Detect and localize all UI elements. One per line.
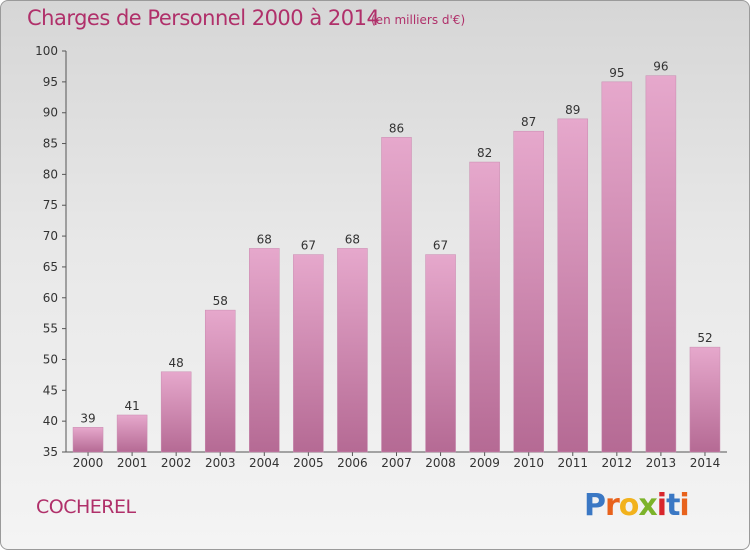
data-label-2002: 48: [169, 356, 184, 370]
logo-letter: o: [618, 488, 640, 523]
data-label-2014: 52: [697, 331, 712, 345]
data-label-2009: 82: [477, 146, 492, 160]
x-tick-label: 2003: [205, 456, 236, 470]
bar-2014: [689, 346, 721, 453]
y-tick-label: 85: [43, 137, 58, 151]
data-label-2013: 96: [653, 60, 668, 74]
bar-2005: [293, 254, 324, 453]
data-label-2003: 58: [213, 294, 228, 308]
data-label-2006: 68: [345, 232, 360, 246]
data-label-2007: 86: [389, 121, 404, 135]
y-tick-label: 90: [43, 106, 58, 120]
bar-2008: [425, 254, 456, 453]
data-label-2010: 87: [521, 115, 536, 129]
data-label-2004: 68: [257, 232, 272, 246]
y-tick-label: 45: [43, 383, 58, 397]
x-tick-label: 2010: [513, 456, 544, 470]
y-tick-label: 40: [43, 414, 58, 428]
x-tick-label: 2014: [690, 456, 721, 470]
data-label-2011: 89: [565, 103, 580, 117]
x-tick-label: 2008: [425, 456, 456, 470]
bar-2013: [645, 75, 677, 453]
y-tick-label: 65: [43, 260, 58, 274]
x-tick-label: 2000: [73, 456, 104, 470]
bar-2003: [204, 309, 236, 453]
proxiti-logo: Proxiti: [584, 488, 690, 523]
data-label-2005: 67: [301, 239, 316, 253]
bar-2010: [513, 130, 544, 453]
x-tick-label: 2013: [646, 456, 677, 470]
x-tick-label: 2004: [249, 456, 280, 470]
y-tick-label: 70: [43, 229, 58, 243]
y-tick-label: 55: [43, 322, 58, 336]
y-tick-label: 50: [43, 352, 58, 366]
bar-2009: [469, 161, 500, 453]
x-tick-label: 2007: [381, 456, 412, 470]
logo-letter: t: [666, 488, 680, 523]
y-tick-label: 100: [35, 44, 58, 58]
data-label-2008: 67: [433, 239, 448, 253]
logo-letter: i: [679, 488, 689, 523]
bar-2004: [249, 248, 280, 453]
data-label-2001: 41: [124, 399, 139, 413]
x-tick-label: 2009: [469, 456, 500, 470]
y-tick-label: 35: [43, 445, 58, 459]
chart-unit: (en milliers d'€): [371, 13, 466, 27]
commune-name: COCHEREL: [36, 496, 136, 518]
x-tick-label: 2011: [557, 456, 588, 470]
x-tick-label: 2012: [602, 456, 633, 470]
bar-2006: [337, 248, 368, 453]
data-label-2000: 39: [80, 411, 95, 425]
data-label-2012: 95: [609, 66, 624, 80]
bar-2011: [557, 118, 589, 453]
bar-2007: [381, 137, 412, 453]
bar-2000: [72, 427, 104, 453]
logo-letter: P: [584, 488, 606, 523]
y-tick-label: 95: [43, 75, 58, 89]
logo-letter: r: [605, 488, 620, 523]
x-tick-label: 2001: [117, 456, 148, 470]
x-tick-label: 2005: [293, 456, 324, 470]
bar-2012: [601, 81, 633, 453]
y-tick-label: 60: [43, 291, 58, 305]
x-tick-label: 2006: [337, 456, 368, 470]
chart-title: Charges de Personnel 2000 à 2014: [27, 6, 380, 30]
y-tick-label: 75: [43, 198, 58, 212]
x-tick-label: 2002: [161, 456, 192, 470]
logo-letter: i: [656, 488, 667, 523]
logo-letter: x: [638, 488, 657, 523]
bar-2002: [160, 371, 192, 453]
y-tick-label: 80: [43, 167, 58, 181]
bar-2001: [116, 414, 148, 453]
